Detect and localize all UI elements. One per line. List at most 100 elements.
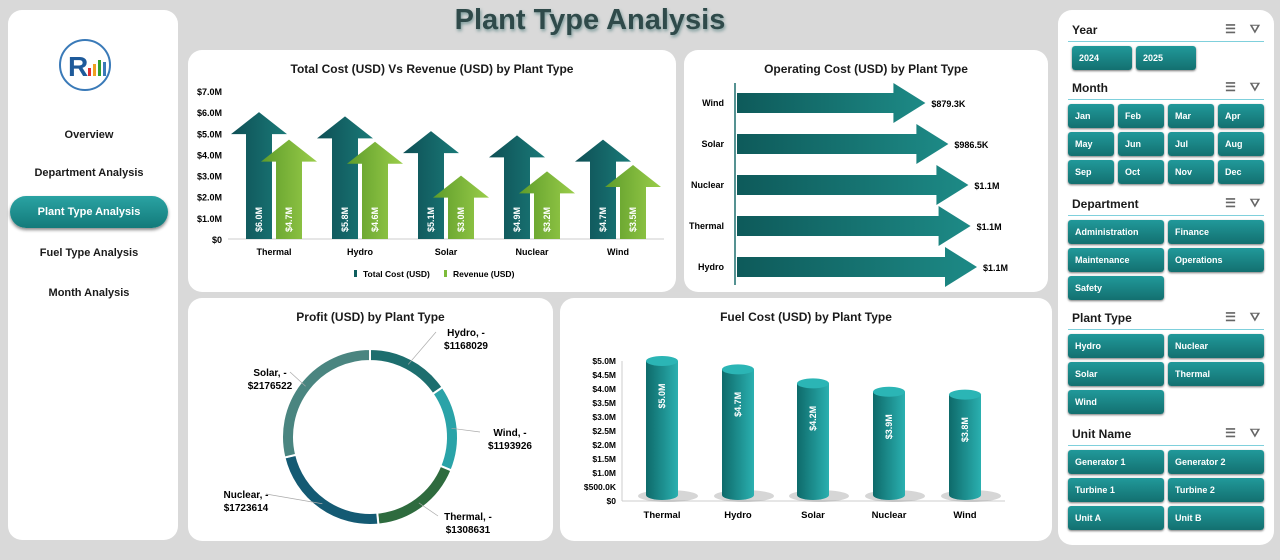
slicer-icons: ☰ ⛛	[1225, 22, 1260, 37]
slicer-item[interactable]: Wind	[1068, 390, 1164, 414]
slicer-buttons: Administration Finance Maintenance Operatio…	[1068, 220, 1264, 300]
data-label: $3.5M	[628, 207, 638, 232]
slicer-item[interactable]: 2025	[1136, 46, 1196, 70]
slicer-item[interactable]: Administration	[1068, 220, 1164, 244]
slicer-item[interactable]: Maintenance	[1068, 248, 1164, 272]
slicer-item[interactable]: Nov	[1168, 160, 1214, 184]
slicer-item[interactable]: Jun	[1118, 132, 1164, 156]
slicer-item[interactable]: Unit A	[1068, 506, 1164, 530]
slicer-item[interactable]: Jan	[1068, 104, 1114, 128]
data-label: $4.6M	[370, 207, 380, 232]
multi-select-icon[interactable]: ☰	[1225, 310, 1236, 324]
nav-item-month-analysis[interactable]: Month Analysis	[48, 287, 130, 299]
revenue-arrow	[261, 139, 317, 239]
clear-filter-icon[interactable]: ⛛	[1249, 80, 1260, 94]
multi-select-icon[interactable]: ☰	[1225, 22, 1236, 36]
slicer-item[interactable]: Finance	[1168, 220, 1264, 244]
slicer-item[interactable]: Hydro	[1068, 334, 1164, 358]
cost-arrow	[231, 112, 287, 239]
slicer-item[interactable]: Unit B	[1168, 506, 1264, 530]
cylinder-top	[646, 356, 678, 366]
cylinder-top	[797, 378, 829, 389]
operating-cost-arrow	[737, 83, 926, 123]
company-logo: R	[59, 39, 111, 91]
data-label-value: $1723614	[224, 503, 269, 514]
slicer-item[interactable]: 2024	[1072, 46, 1132, 70]
leader-line	[451, 427, 481, 433]
cylinder-top	[949, 389, 981, 400]
nav-item-fuel-type-analysis[interactable]: Fuel Type Analysis	[39, 247, 139, 259]
data-label: $1.1M	[977, 222, 1002, 232]
slicer-header: Year ☰ ⛛	[1068, 18, 1264, 42]
y-tick-label: $3.0M	[197, 172, 222, 182]
slicer-header: Unit Name ☰ ⛛	[1068, 422, 1264, 446]
slicer-item[interactable]: Turbine 1	[1068, 478, 1164, 502]
clear-filter-icon[interactable]: ⛛	[1249, 22, 1260, 36]
cylinder-bar	[722, 369, 754, 500]
data-label: $5.8M	[340, 207, 350, 232]
slicer-icons: ☰ ⛛	[1225, 310, 1260, 325]
legend-swatch	[444, 270, 447, 277]
x-tick-label: Hydro	[724, 510, 752, 521]
y-tick-label: $1.0M	[197, 214, 222, 224]
y-tick-label: $7.0M	[197, 87, 222, 97]
cylinder-bar	[949, 394, 981, 500]
operating-cost-arrow	[737, 165, 969, 205]
clear-filter-icon[interactable]: ⛛	[1249, 196, 1260, 210]
slicer-item[interactable]: Safety	[1068, 276, 1164, 300]
operating-cost-arrow	[737, 247, 977, 287]
slicer-unit-name: Unit Name ☰ ⛛ Generator 1 Generator 2 Turbine…	[1068, 422, 1264, 530]
data-label: $5.0M	[657, 383, 667, 408]
operating-cost-chart: Operating Cost (USD) by Plant Type Wind $…	[684, 50, 1048, 292]
slicer-item[interactable]: Operations	[1168, 248, 1264, 272]
slicer-item[interactable]: Mar	[1168, 104, 1214, 128]
y-tick-label: Wind	[702, 98, 724, 108]
slicer-item[interactable]: Solar	[1068, 362, 1164, 386]
slicer-item[interactable]: Generator 1	[1068, 450, 1164, 474]
leader-line	[289, 371, 306, 387]
donut-slice-nuclear	[283, 453, 380, 526]
multi-select-icon[interactable]: ☰	[1225, 196, 1236, 210]
cylinder-bar	[646, 361, 678, 500]
slicer-item[interactable]: Sep	[1068, 160, 1114, 184]
slicer-buttons: Jan Feb Mar Apr May Jun Jul Aug Sep Oct Nov Dec	[1068, 104, 1264, 184]
slicer-icons: ☰ ⛛	[1225, 426, 1260, 441]
nav-item-department-analysis[interactable]: Department Analysis	[34, 167, 144, 179]
slicer-item[interactable]: Apr	[1218, 104, 1264, 128]
clear-filter-icon[interactable]: ⛛	[1249, 310, 1260, 324]
slicer-item[interactable]: Dec	[1218, 160, 1264, 184]
slicer-title: Year	[1072, 22, 1098, 37]
slicer-item[interactable]: Feb	[1118, 104, 1164, 128]
nav-item-overview[interactable]: Overview	[64, 129, 114, 141]
slicer-item[interactable]: Oct	[1118, 160, 1164, 184]
slicer-item[interactable]: May	[1068, 132, 1114, 156]
nav-item-plant-type-analysis[interactable]: Plant Type Analysis	[10, 196, 168, 228]
cylinder-bar	[797, 383, 829, 500]
y-tick-label: $4.0M	[592, 384, 616, 394]
data-label-name: Nuclear, -	[223, 490, 268, 501]
profit-donut: Hydro, - $1168029 Wind, - $1193926 Thermal, …	[223, 328, 532, 536]
multi-select-icon[interactable]: ☰	[1225, 80, 1236, 94]
slicer-item[interactable]: Nuclear	[1168, 334, 1264, 358]
slicer-title: Plant Type	[1072, 310, 1132, 325]
data-label: $4.9M	[512, 207, 522, 232]
slicer-month: Month ☰ ⛛ Jan Feb Mar Apr May Jun Jul Aug Sep Oct Nov…	[1068, 76, 1264, 184]
slicer-item[interactable]: Generator 2	[1168, 450, 1264, 474]
slicer-item[interactable]: Thermal	[1168, 362, 1264, 386]
slicer-header: Month ☰ ⛛	[1068, 76, 1264, 100]
legend-swatch	[354, 270, 357, 277]
slicer-item[interactable]: Jul	[1168, 132, 1214, 156]
x-tick-label: Hydro	[347, 247, 374, 257]
y-tick-label: $3.0M	[592, 412, 616, 422]
multi-select-icon[interactable]: ☰	[1225, 426, 1236, 440]
y-tick-label: $1.0M	[592, 468, 616, 478]
y-tick-label: Hydro	[698, 262, 725, 272]
clear-filter-icon[interactable]: ⛛	[1249, 426, 1260, 440]
slicer-item[interactable]: Turbine 2	[1168, 478, 1264, 502]
y-tick-label: Thermal	[689, 221, 724, 231]
y-tick-label: $0	[607, 496, 617, 506]
data-label: $1.1M	[974, 181, 999, 191]
cost-revenue-chart: Total Cost (USD) Vs Revenue (USD) by Pla…	[188, 50, 676, 292]
slicer-item[interactable]: Aug	[1218, 132, 1264, 156]
y-tick-label: $2.0M	[197, 193, 222, 203]
